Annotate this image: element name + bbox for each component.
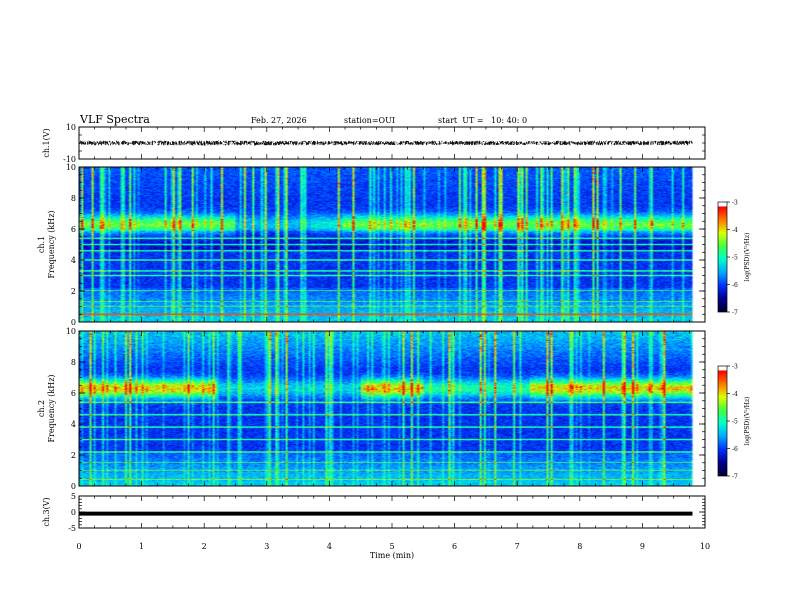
station-label: station=OUI: [344, 116, 395, 125]
x-axis-title: Time (min): [370, 551, 414, 560]
spec1-ytick-label: 4: [71, 256, 76, 265]
spec2-colorbar-tick-label: -5: [732, 419, 738, 426]
spec1-ytick-label: 10: [66, 163, 76, 172]
x-tick-label: 10: [700, 542, 710, 551]
spec1-ytick-label: 6: [71, 225, 76, 234]
plot-title: VLF Spectra: [80, 113, 150, 126]
x-tick-label: 9: [640, 542, 645, 551]
spec2-colorbar-tick-label: -3: [732, 364, 738, 371]
spec2-ytick-label: 8: [71, 358, 76, 367]
x-tick-label: 4: [327, 542, 332, 551]
ch3-ytick-label: 0: [71, 508, 76, 517]
spec1-colorbar-tick-label: -6: [732, 282, 738, 289]
ch3-ylabel: ch.3(V): [42, 497, 51, 526]
x-tick-label: 3: [264, 542, 269, 551]
spec1-heatmap: [79, 167, 705, 322]
spec2-colorbar-tick-label: -4: [732, 391, 738, 398]
spec2-ytick-label: 0: [71, 482, 76, 491]
x-tick-label: 7: [515, 542, 520, 551]
spec1-colorbar-label: log(PSD)(V²/Hz): [744, 233, 751, 282]
spec2-heatmap: [79, 331, 705, 486]
spec1-colorbar-tick-label: -5: [732, 255, 738, 262]
spec1-ylabel: Frequency (kHz): [47, 210, 56, 278]
x-tick-label: 2: [202, 542, 207, 551]
spec1-colorbar-tick-label: -3: [732, 200, 738, 207]
x-tick-label: 1: [139, 542, 144, 551]
ch3-ytick-label: -5: [68, 524, 76, 533]
axes: [78, 126, 730, 529]
spec2-ytick-label: 4: [71, 420, 76, 429]
spec2-ytick-label: 2: [71, 451, 76, 460]
spec2-colorbar-tick-label: -7: [732, 474, 738, 481]
start-time-label: start UT = 10: 40: 0: [438, 116, 528, 125]
spec1-ylabel: ch.1: [37, 236, 46, 253]
spec1-colorbar-tick-label: -4: [732, 227, 738, 234]
x-tick-label: 6: [452, 542, 457, 551]
spec2-colorbar-tick-label: -6: [732, 446, 738, 453]
ch3-ytick-label: 5: [71, 492, 76, 501]
spec2-ylabel: Frequency (kHz): [47, 374, 56, 442]
date-label: Feb. 27, 2026: [251, 116, 307, 125]
spec2-ytick-label: 6: [71, 389, 76, 398]
ch1-ytick-label: -10: [63, 155, 76, 164]
x-tick-label: 8: [577, 542, 582, 551]
spec1-ytick-label: 8: [71, 194, 76, 203]
spec2-colorbar-gradient: [718, 366, 727, 476]
spec1-ytick-label: 2: [71, 287, 76, 296]
spec1-ytick-label: 0: [71, 318, 76, 327]
spectrogram-images: [79, 167, 727, 486]
ch1-waveform-line: [79, 140, 693, 146]
ch1-ylabel: ch.1(V): [42, 128, 51, 157]
ch1-ytick-label: 10: [66, 123, 76, 132]
spec2-ytick-label: 10: [66, 327, 76, 336]
spec2-colorbar-label: log(PSD)(V²/Hz): [744, 397, 751, 446]
spec1-colorbar-tick-label: -7: [732, 310, 738, 317]
x-tick-label: 0: [76, 542, 81, 551]
spec1-colorbar-gradient: [718, 202, 727, 312]
x-tick-label: 5: [389, 542, 394, 551]
spec2-ylabel: ch.2: [37, 400, 46, 417]
